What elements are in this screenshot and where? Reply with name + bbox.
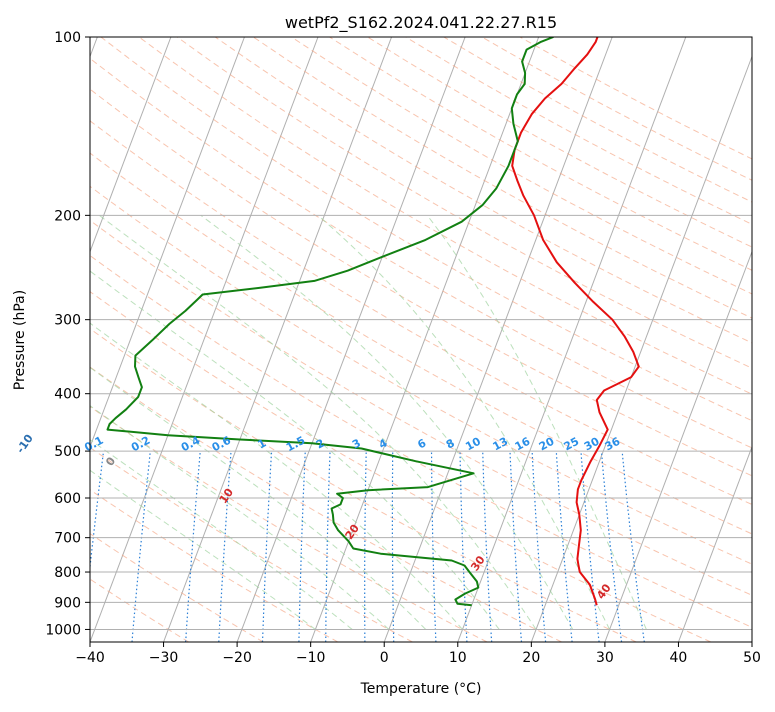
y-tick-label: 900 [54,595,81,611]
y-tick-label: 600 [54,491,81,507]
y-tick-label: 200 [54,208,81,224]
x-tick-label: 50 [743,650,761,666]
x-axis-label: Temperature (°C) [360,681,482,697]
y-tick-label: 700 [54,531,81,547]
y-tick-label: 300 [54,313,81,329]
y-tick-label: 500 [54,444,81,460]
y-axis-label: Pressure (hPa) [12,290,28,390]
y-tick-label: 800 [54,565,81,581]
x-tick-label: 40 [670,650,688,666]
y-tick-label: 1000 [45,622,81,638]
y-tick-label: 400 [54,387,81,403]
x-tick-label: −30 [149,650,179,666]
x-tick-label: −10 [296,650,326,666]
x-tick-label: −40 [75,650,105,666]
x-tick-label: −20 [222,650,252,666]
x-tick-label: 0 [380,650,389,666]
y-tick-label: 100 [54,30,81,46]
x-tick-label: 10 [449,650,467,666]
x-tick-label: 20 [522,650,540,666]
x-tick-label: 30 [596,650,614,666]
chart-title: wetPf2_S162.2024.041.22.27.R15 [285,13,557,33]
